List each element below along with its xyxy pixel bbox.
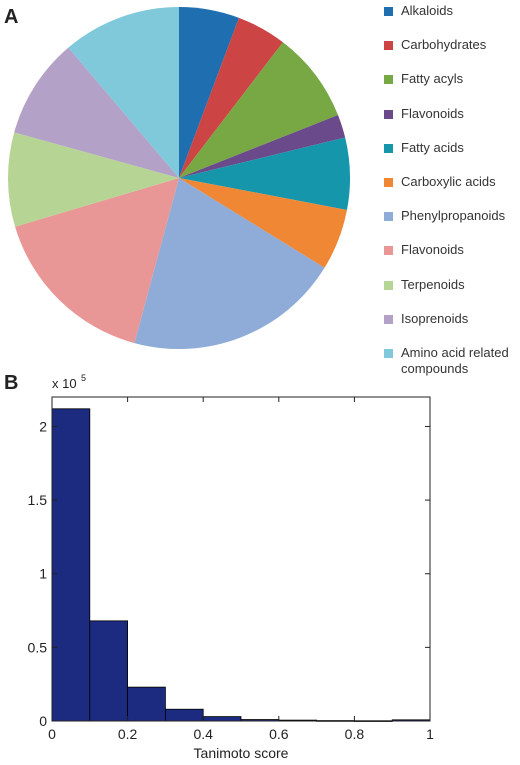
plot-frame xyxy=(51,396,431,722)
y-tick-label-4: 2 xyxy=(39,418,47,434)
pie-slice-fatty-acyls-2 xyxy=(179,42,338,178)
x-tick-label-5: 1 xyxy=(426,726,434,742)
legend-label: Isoprenoids xyxy=(401,310,469,326)
legend-swatch xyxy=(384,212,393,222)
histogram-bar-3 xyxy=(164,708,204,722)
histogram-bar-1 xyxy=(89,620,129,722)
pie-slice-phenylpropanoids-6 xyxy=(134,178,325,349)
legend-label: Fatty acyls xyxy=(401,71,464,87)
pie-slice-alkaloids-0 xyxy=(179,7,239,178)
histogram-bar-4 xyxy=(202,716,242,722)
legend-label: Flavonoids xyxy=(401,242,464,258)
y-tick-label-1: 0.5 xyxy=(28,639,48,655)
legend-swatch xyxy=(384,75,393,85)
pie-slice-flavonoids-7 xyxy=(15,178,180,344)
y-tick-label-2: 1 xyxy=(39,566,47,582)
legend-label: Terpenoids xyxy=(401,276,465,292)
y-tick-label-3: 1.5 xyxy=(28,492,48,508)
pie-slice-carboxylic-acids-5 xyxy=(179,178,347,268)
pie-slice-fatty-acids-4 xyxy=(179,137,350,211)
histogram-chart: x 10 5 Tanimoto score 0 0.2 0.4 0.6 0.8 1 0 0.5… xyxy=(28,373,435,761)
x-tick-label-4: 0.8 xyxy=(345,726,365,742)
legend-item-carbohydrates-1: Carbohydrates xyxy=(384,37,486,53)
legend-item-flavonoids-7: Flavonoids xyxy=(384,242,464,258)
y-tick-label-0: 0 xyxy=(39,713,47,729)
y-multiplier-exponent: 5 xyxy=(81,373,86,383)
legend-swatch xyxy=(384,246,393,256)
x-tick-label-0: 0 xyxy=(48,726,56,742)
legend-label: Carbohydrates xyxy=(401,37,487,53)
legend-swatch xyxy=(384,7,393,16)
legend-label: Carboxylic acids xyxy=(401,174,496,189)
x-tick-label-1: 0.2 xyxy=(118,726,138,742)
legend-item-terpenoids-8: Terpenoids xyxy=(384,277,465,293)
legend-item-flavonoids-3: Flavonoids xyxy=(384,106,464,122)
pie-slice-amino-acid-related-compounds-10 xyxy=(68,6,179,178)
histogram-bar-2 xyxy=(127,686,166,722)
pie-slice-isoprenoids-9 xyxy=(14,47,180,178)
legend-label: Alkaloids xyxy=(401,3,454,18)
legend-label: Phenylpropanoids xyxy=(401,208,506,224)
legend-label: Fatty acids xyxy=(401,139,464,155)
legend-swatch xyxy=(384,41,393,51)
legend-item-isoprenoids-9: Isoprenoids xyxy=(384,311,468,327)
legend-item-amino-acid-related-compounds-10: Amino acid related compounds xyxy=(384,345,513,377)
histogram-bar-0 xyxy=(51,408,91,722)
legend-item-carboxylic-acids-5: Carboxylic acids xyxy=(384,174,496,190)
legend-swatch xyxy=(384,143,393,153)
legend-item-fatty-acyls-2: Fatty acyls xyxy=(384,71,463,87)
y-multiplier-base: x 10 xyxy=(52,376,77,391)
legend-label: Flavonoids xyxy=(401,105,464,121)
panel-a-label: A xyxy=(4,6,19,28)
legend-swatch xyxy=(384,178,393,187)
x-tick-label-2: 0.4 xyxy=(193,726,213,742)
legend-swatch xyxy=(384,314,393,324)
legend-swatch xyxy=(384,349,393,358)
pie-slice-terpenoids-8 xyxy=(7,132,179,227)
pie-slice-flavonoids-3 xyxy=(179,115,346,178)
pie-chart xyxy=(7,6,350,349)
panel-b-label: B xyxy=(4,372,19,394)
x-tick-label-3: 0.6 xyxy=(269,726,289,742)
legend-swatch xyxy=(384,280,393,290)
legend-item-phenylpropanoids-6: Phenylpropanoids xyxy=(384,208,505,224)
legend-label: Amino acid related compounds xyxy=(401,345,509,376)
x-axis-label: Tanimoto score xyxy=(194,745,289,761)
legend-swatch xyxy=(384,109,393,119)
pie-slice-carbohydrates-1 xyxy=(179,17,283,178)
legend-item-fatty-acids-4: Fatty acids xyxy=(384,140,464,156)
legend-item-alkaloids-0: Alkaloids xyxy=(384,3,453,19)
